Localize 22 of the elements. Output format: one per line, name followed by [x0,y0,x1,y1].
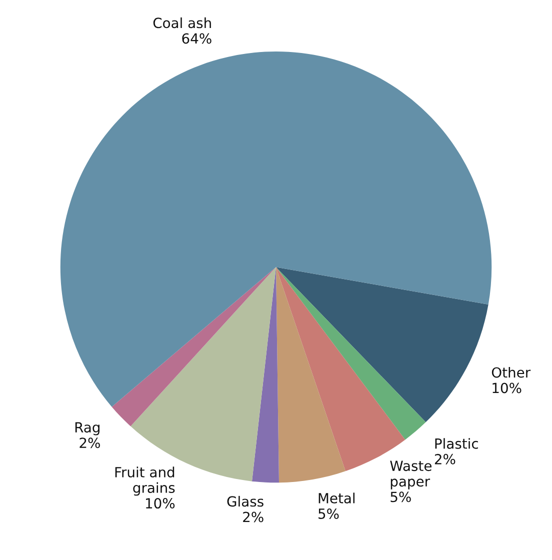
pie-slice [276,267,426,440]
slice-label: Waste paper [390,460,432,490]
data-label: 2% [434,454,456,464]
pie-slice [276,267,488,422]
slice-label: Rag [75,422,100,436]
slice-label: Fruit and grains [115,466,175,496]
data-label: 5% [390,492,411,502]
data-label: 2% [80,438,100,448]
data-label: 2% [243,512,264,522]
slice-label: Metal [318,492,355,504]
slice-label: Glass [227,496,264,507]
data-label: 5% [318,508,339,519]
slice-label: Plastic [435,438,478,449]
data-label: 64% [182,33,212,44]
slice-label: Other [492,366,531,378]
slice-label: Coal ash [153,17,211,28]
pie-slice [112,267,276,426]
pie-slice [252,267,280,483]
pie-slice [276,267,346,483]
pie-slice [60,51,492,407]
data-label: 10% [492,382,522,394]
data-label: 10% [146,498,175,509]
